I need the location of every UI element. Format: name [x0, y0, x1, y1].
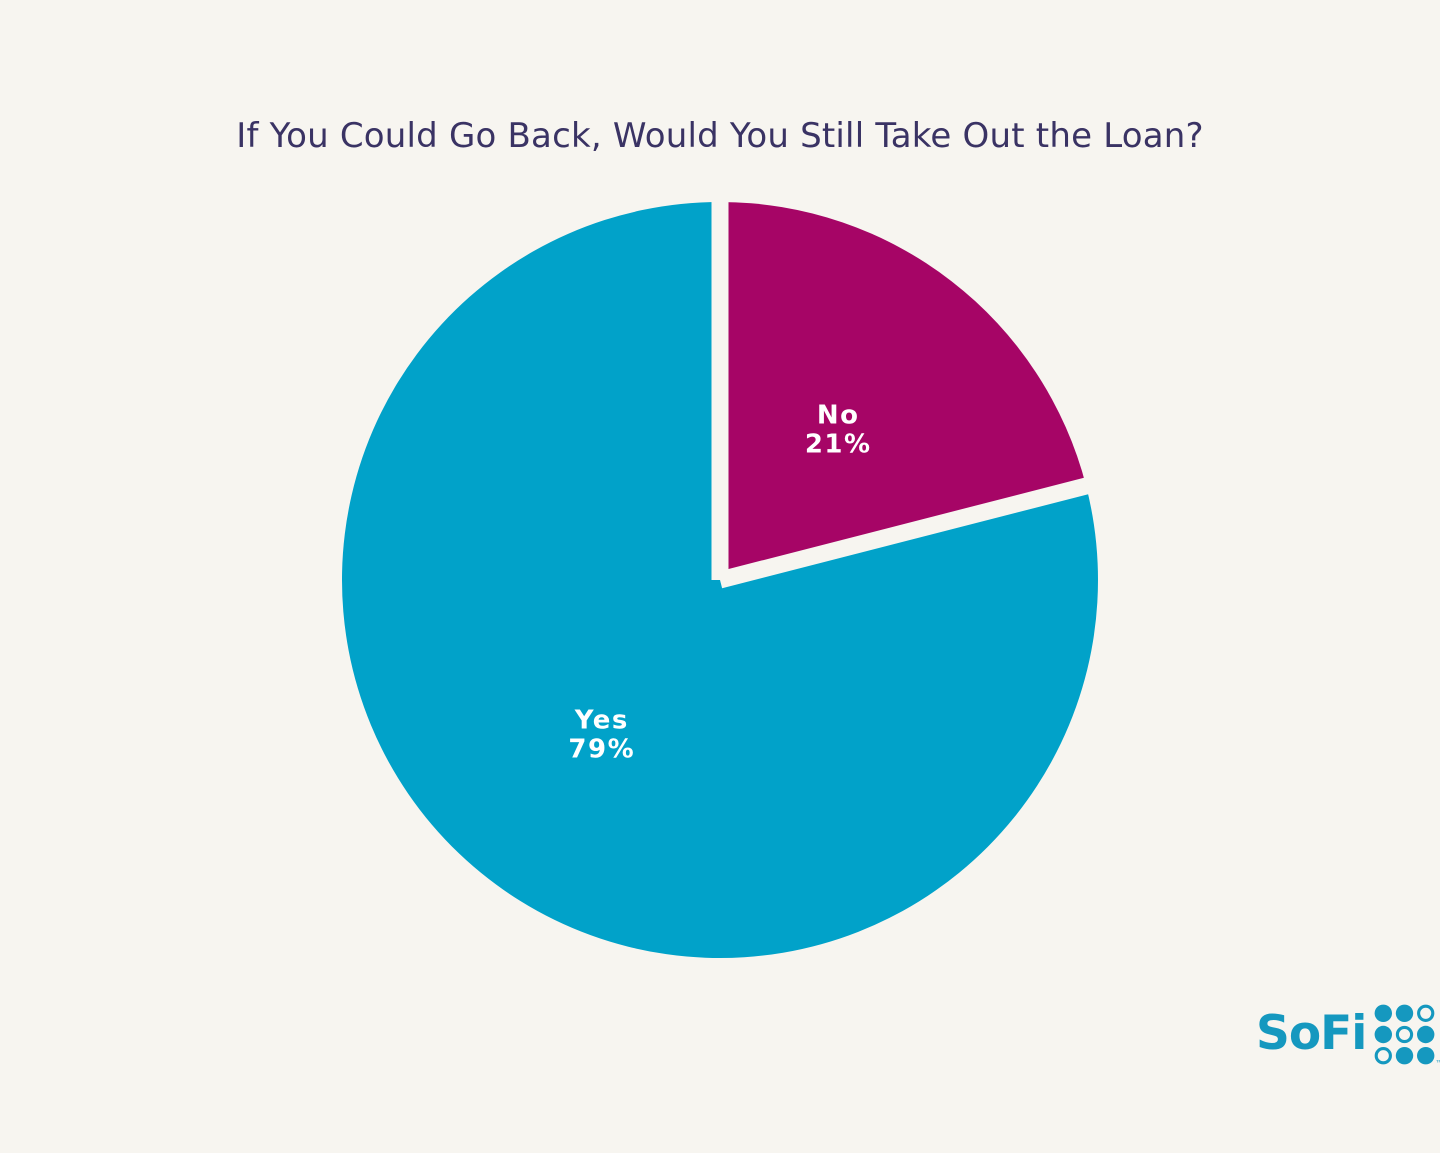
chart-title: If You Could Go Back, Would You Still Ta… — [236, 116, 1204, 156]
logo-dot-filled — [1374, 1004, 1393, 1022]
logo-dot-filled — [1417, 1047, 1435, 1065]
logo-dot-filled — [1396, 1004, 1414, 1022]
sofi-logo-dots-wrap: ™ — [1374, 1004, 1440, 1068]
logo-dot-outline — [1396, 1025, 1414, 1044]
pie-chart-container: No 21% Yes 79% — [335, 195, 1105, 965]
logo-dot-filled — [1374, 1025, 1393, 1044]
sofi-logo-text: SoFi — [1256, 1006, 1367, 1061]
logo-dot-filled — [1396, 1047, 1414, 1065]
pie-chart: No 21% Yes 79% — [341, 200, 1098, 958]
pie-label-yes: Yes 79% — [568, 705, 635, 764]
logo-dot-filled — [1417, 1025, 1435, 1044]
pie-slice-no — [720, 202, 1087, 580]
sofi-logo-dots-icon — [1374, 1004, 1435, 1065]
sofi-logo: SoFi ™ — [1256, 1002, 1440, 1068]
logo-dot-outline — [1417, 1004, 1435, 1022]
slice-separator — [717, 477, 1091, 589]
trademark-symbol: ™ — [1435, 1059, 1440, 1068]
logo-dot-outline — [1375, 1047, 1393, 1065]
pie-label-no: No 21% — [805, 401, 872, 460]
